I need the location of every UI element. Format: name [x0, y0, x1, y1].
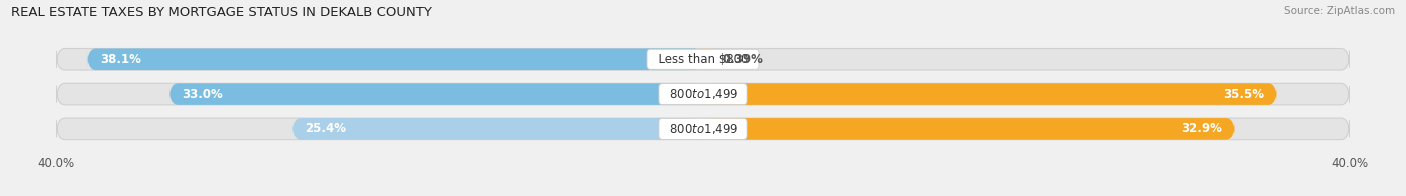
- FancyBboxPatch shape: [703, 83, 1277, 105]
- Text: 35.5%: 35.5%: [1223, 88, 1264, 101]
- FancyBboxPatch shape: [87, 48, 703, 70]
- FancyBboxPatch shape: [56, 48, 1350, 70]
- FancyBboxPatch shape: [292, 118, 703, 140]
- FancyBboxPatch shape: [700, 48, 711, 70]
- FancyBboxPatch shape: [56, 83, 1350, 105]
- Text: Source: ZipAtlas.com: Source: ZipAtlas.com: [1284, 6, 1395, 16]
- Text: 33.0%: 33.0%: [183, 88, 224, 101]
- FancyBboxPatch shape: [56, 118, 1350, 140]
- Text: 25.4%: 25.4%: [305, 122, 346, 135]
- Text: $800 to $1,499: $800 to $1,499: [662, 122, 744, 136]
- Text: 32.9%: 32.9%: [1181, 122, 1222, 135]
- Text: 38.1%: 38.1%: [100, 53, 141, 66]
- Text: REAL ESTATE TAXES BY MORTGAGE STATUS IN DEKALB COUNTY: REAL ESTATE TAXES BY MORTGAGE STATUS IN …: [11, 6, 432, 19]
- FancyBboxPatch shape: [170, 83, 703, 105]
- Text: Less than $800: Less than $800: [651, 53, 755, 66]
- FancyBboxPatch shape: [703, 118, 1234, 140]
- Text: 0.39%: 0.39%: [723, 53, 763, 66]
- Text: $800 to $1,499: $800 to $1,499: [662, 87, 744, 101]
